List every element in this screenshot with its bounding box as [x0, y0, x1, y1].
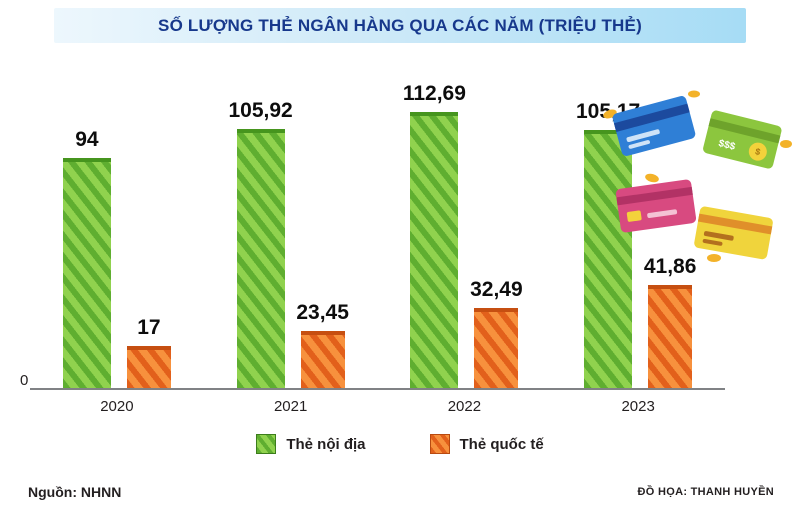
x-axis-line [30, 388, 725, 390]
page-title: SỐ LƯỢNG THẺ NGÂN HÀNG QUA CÁC NĂM (TRIỆ… [54, 8, 746, 43]
bar-wrap-international-2023: 41,86 [644, 255, 696, 388]
bar-domestic-2023 [584, 130, 633, 388]
chart-group-2020: 94 17 2020 [62, 70, 171, 415]
bar-value-label: 32,49 [470, 278, 523, 301]
x-axis-label: 2023 [621, 398, 655, 415]
x-axis-label: 2021 [273, 398, 308, 415]
chart-legend: Thẻ nội địa Thẻ quốc tế [0, 434, 800, 454]
source-text: Nguồn: NHNN [28, 484, 122, 500]
bar-chart: 94 17 2020 105,92 23,45 2021 112,69 32,49 2022 10… [30, 70, 725, 415]
bar-value-label: 105,17 [576, 100, 641, 123]
bar-wrap-international-2022: 32,49 [470, 278, 523, 388]
bar-international-2023 [648, 285, 693, 388]
bar-international-2020 [126, 346, 171, 388]
bar-domestic-2022 [410, 112, 459, 388]
bar-domestic-2021 [236, 129, 285, 388]
svg-text:$: $ [754, 146, 761, 157]
bar-value-label: 94 [75, 128, 99, 151]
bar-domestic-2020 [62, 158, 111, 388]
legend-swatch-orange-icon [429, 434, 450, 454]
bar-wrap-domestic-2021: 105,92 [229, 99, 293, 388]
bar-wrap-domestic-2023: 105,17 [576, 100, 640, 388]
chart-group-2021: 105,92 23,45 2021 [229, 70, 349, 415]
bar-value-label: 41,86 [643, 255, 697, 278]
bar-value-label: 23,45 [296, 301, 349, 324]
legend-swatch-green-icon [256, 434, 277, 454]
bar-wrap-international-2021: 23,45 [296, 301, 349, 388]
bar-wrap-international-2020: 17 [126, 316, 171, 388]
legend-label-domestic: Thẻ nội địa [286, 435, 366, 453]
chart-groups: 94 17 2020 105,92 23,45 2021 112,69 32,49 2022 10… [30, 70, 725, 415]
bar-international-2022 [474, 308, 519, 388]
y-axis-zero-label: 0 [20, 372, 29, 389]
bar-international-2021 [300, 331, 345, 388]
legend-label-international: Thẻ quốc tế [459, 435, 544, 453]
chart-group-2022: 112,69 32,49 2022 [403, 70, 523, 415]
bar-value-label: 105,92 [228, 99, 293, 122]
credit-text: ĐỒ HỌA: THANH HUYỀN [637, 486, 774, 498]
bar-value-label: 112,69 [402, 82, 466, 105]
bar-wrap-domestic-2022: 112,69 [403, 82, 466, 388]
chart-group-2023: 105,17 41,86 2023 [576, 70, 696, 415]
bar-wrap-domestic-2020: 94 [62, 128, 111, 388]
legend-item-international: Thẻ quốc tế [429, 434, 544, 454]
bar-value-label: 17 [137, 316, 161, 339]
legend-item-domestic: Thẻ nội địa [256, 434, 366, 454]
x-axis-label: 2020 [100, 398, 134, 415]
x-axis-label: 2022 [447, 398, 482, 415]
